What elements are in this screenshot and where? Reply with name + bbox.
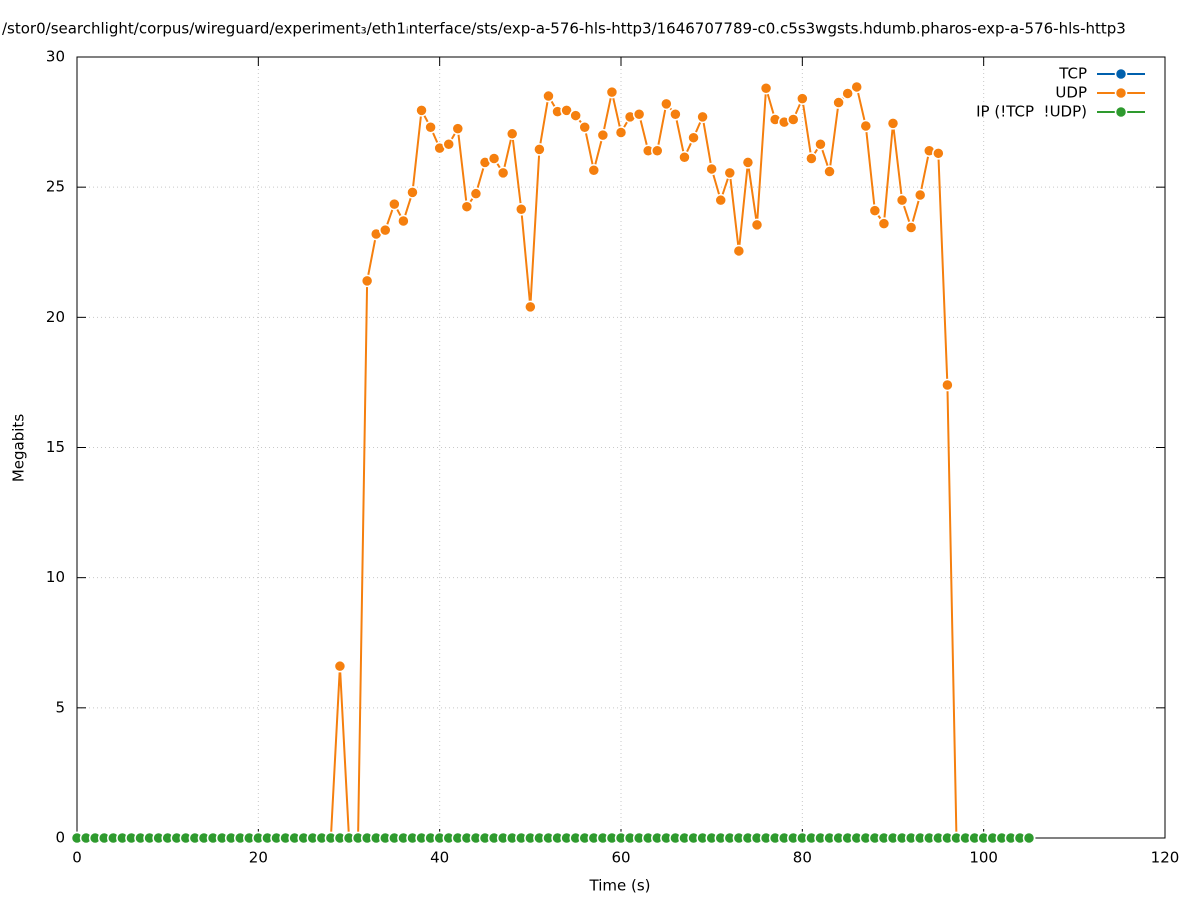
- data-point: [424, 121, 437, 134]
- y-tick-label: 0: [55, 829, 65, 847]
- data-point: [406, 186, 419, 199]
- data-point: [696, 110, 709, 124]
- x-tick-label: 20: [249, 849, 268, 867]
- data-point: [388, 197, 401, 211]
- data-point: [596, 128, 610, 142]
- data-point: [723, 166, 737, 180]
- data-point: [895, 193, 909, 207]
- data-point: [487, 152, 501, 165]
- data-point: [505, 127, 519, 141]
- data-point: [496, 166, 510, 180]
- x-tick-label: 60: [611, 849, 630, 867]
- data-point: [515, 203, 528, 216]
- data-point: [469, 187, 483, 200]
- data-point: [333, 659, 347, 673]
- data-point: [832, 96, 845, 109]
- data-point: [714, 193, 727, 207]
- x-axis-label: Time (s): [589, 877, 651, 895]
- y-tick-label: 20: [46, 308, 65, 326]
- data-point: [741, 156, 755, 169]
- data-point: [904, 221, 918, 234]
- data-point: [941, 378, 954, 392]
- legend-marker: [1114, 86, 1128, 100]
- x-tick-label: 80: [793, 849, 812, 867]
- data-point: [397, 214, 410, 228]
- data-point: [687, 131, 700, 144]
- y-tick-label: 25: [46, 178, 65, 196]
- data-point: [660, 97, 673, 111]
- x-tick-label: 120: [1151, 849, 1180, 867]
- data-point: [1022, 831, 1036, 845]
- data-point: [415, 104, 428, 117]
- data-point: [578, 121, 591, 134]
- data-point: [787, 113, 800, 126]
- data-point: [877, 217, 891, 230]
- legend-marker: [1114, 105, 1128, 119]
- x-tick-label: 100: [969, 849, 998, 867]
- data-point: [360, 274, 374, 288]
- data-point: [614, 126, 628, 139]
- data-point: [451, 122, 465, 135]
- data-point: [542, 89, 555, 103]
- data-point: [823, 165, 836, 178]
- data-point: [669, 108, 682, 121]
- data-point: [932, 147, 945, 160]
- data-point: [868, 204, 882, 217]
- data-point: [442, 137, 455, 151]
- data-point: [750, 218, 764, 232]
- data-point: [524, 300, 537, 314]
- data-point: [886, 117, 900, 130]
- data-point: [533, 143, 546, 156]
- data-point: [705, 162, 718, 176]
- data-point: [651, 144, 664, 157]
- y-tick-label: 30: [46, 48, 65, 66]
- data-point: [814, 137, 827, 151]
- data-point: [850, 80, 863, 94]
- data-point: [805, 152, 818, 165]
- data-point: [632, 108, 646, 121]
- data-point: [460, 200, 474, 213]
- y-tick-label: 15: [46, 438, 65, 456]
- y-tick-label: 10: [46, 568, 65, 586]
- data-point: [605, 85, 619, 99]
- data-point: [678, 150, 691, 164]
- data-point: [913, 188, 927, 202]
- data-point: [560, 104, 573, 117]
- chart-title: /stor0/searchlight/corpus/wireguard/expe…: [2, 20, 1126, 38]
- data-point: [569, 109, 582, 122]
- x-tick-label: 40: [430, 849, 449, 867]
- y-axis-label: Megabits: [10, 414, 28, 482]
- legend-label: TCP: [1058, 65, 1087, 83]
- y-tick-label: 5: [55, 698, 65, 716]
- data-point: [841, 87, 854, 100]
- legend-label: UDP: [1055, 84, 1087, 102]
- data-point: [732, 244, 746, 258]
- data-point: [587, 163, 601, 177]
- series-line: [77, 85, 1029, 839]
- data-point: [759, 81, 773, 95]
- data-point: [859, 119, 873, 133]
- x-tick-label: 0: [72, 849, 82, 867]
- data-point: [796, 92, 809, 105]
- legend-label: IP (!TCP !UDP): [976, 103, 1087, 121]
- data-point: [379, 223, 392, 237]
- legend-marker: [1114, 67, 1128, 81]
